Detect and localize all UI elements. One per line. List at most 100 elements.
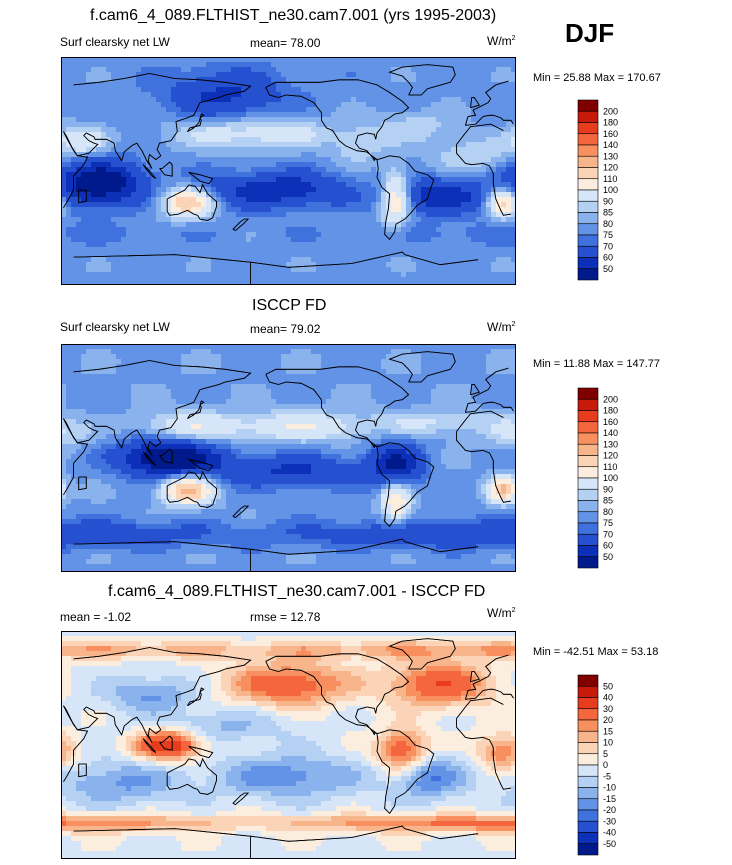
- contour-cell: [441, 62, 447, 68]
- contour-cell: [351, 359, 357, 365]
- contour-cell: [496, 272, 502, 278]
- contour-cell: [151, 242, 157, 248]
- contour-cell: [506, 222, 512, 228]
- contour-cell: [436, 57, 442, 63]
- contour-cell: [251, 137, 257, 143]
- contour-cell: [451, 282, 457, 285]
- contour-cell: [221, 57, 227, 63]
- contour-cell: [176, 112, 182, 118]
- contour-cell: [111, 57, 117, 63]
- contour-cell: [106, 172, 112, 178]
- contour-cell: [411, 227, 417, 233]
- contour-cell: [466, 97, 472, 103]
- contour-cell: [61, 167, 67, 173]
- contour-cell: [256, 374, 262, 380]
- contour-cell: [211, 232, 217, 238]
- contour-cell: [101, 369, 107, 375]
- contour-cell: [356, 344, 362, 350]
- contour-cell: [161, 217, 167, 223]
- contour-cell: [126, 87, 132, 93]
- contour-cell: [361, 267, 367, 273]
- contour-cell: [131, 182, 137, 188]
- contour-cell: [471, 379, 477, 385]
- contour-cell: [226, 202, 232, 208]
- contour-cell: [501, 107, 507, 113]
- contour-cell: [236, 97, 242, 103]
- contour-cell: [156, 137, 162, 143]
- contour-cell: [111, 282, 117, 285]
- contour-cell: [491, 132, 497, 138]
- contour-cell: [201, 242, 207, 248]
- contour-cell: [256, 197, 262, 203]
- contour-cell: [156, 232, 162, 238]
- contour-cell: [146, 349, 152, 355]
- contour-cell: [506, 242, 512, 248]
- contour-cell: [476, 77, 482, 83]
- contour-cell: [391, 369, 397, 375]
- contour-cell: [251, 364, 257, 370]
- contour-cell: [346, 257, 352, 263]
- contour-cell: [121, 122, 127, 128]
- contour-cell: [231, 197, 237, 203]
- contour-cell: [126, 272, 132, 278]
- contour-cell: [401, 127, 407, 133]
- contour-cell: [511, 192, 516, 198]
- contour-cell: [266, 117, 272, 123]
- contour-cell: [266, 102, 272, 108]
- contour-cell: [106, 117, 112, 123]
- contour-cell: [231, 359, 237, 365]
- contour-cell: [491, 267, 497, 273]
- contour-cell: [61, 112, 67, 118]
- contour-cell: [291, 137, 297, 143]
- contour-cell: [356, 257, 362, 263]
- contour-cell: [161, 167, 167, 173]
- contour-cell: [281, 107, 287, 113]
- contour-cell: [236, 197, 242, 203]
- contour-cell: [351, 182, 357, 188]
- contour-cell: [461, 57, 467, 63]
- contour-cell: [66, 57, 72, 63]
- contour-cell: [316, 152, 322, 158]
- contour-cell: [466, 257, 472, 263]
- contour-cell: [146, 217, 152, 223]
- contour-cell: [146, 227, 152, 233]
- contour-cell: [506, 147, 512, 153]
- contour-cell: [131, 82, 137, 88]
- contour-cell: [406, 97, 412, 103]
- contour-cell: [376, 359, 382, 365]
- contour-cell: [121, 237, 127, 243]
- contour-cell: [326, 282, 332, 285]
- contour-cell: [141, 257, 147, 263]
- contour-cell: [476, 192, 482, 198]
- contour-cell: [236, 277, 242, 283]
- contour-cell: [86, 227, 92, 233]
- contour-cell: [381, 212, 387, 218]
- contour-cell: [236, 217, 242, 223]
- contour-cell: [101, 112, 107, 118]
- contour-cell: [106, 112, 112, 118]
- contour-cell: [206, 202, 212, 208]
- contour-cell: [346, 359, 352, 365]
- contour-cell: [331, 67, 337, 73]
- contour-cell: [386, 172, 392, 178]
- contour-cell: [151, 212, 157, 218]
- contour-cell: [251, 197, 257, 203]
- contour-cell: [386, 137, 392, 143]
- contour-cell: [101, 267, 107, 273]
- contour-cell: [446, 344, 452, 350]
- contour-cell: [196, 374, 202, 380]
- contour-cell: [361, 207, 367, 213]
- contour-cell: [301, 282, 307, 285]
- contour-cell: [411, 282, 417, 285]
- contour-cell: [381, 222, 387, 228]
- contour-cell: [356, 187, 362, 193]
- contour-cell: [496, 369, 502, 375]
- contour-cell: [66, 72, 72, 78]
- contour-cell: [501, 147, 507, 153]
- contour-cell: [441, 167, 447, 173]
- contour-cell: [281, 252, 287, 258]
- contour-cell: [291, 349, 297, 355]
- contour-cell: [376, 132, 382, 138]
- contour-cell: [71, 197, 77, 203]
- contour-cell: [396, 277, 402, 283]
